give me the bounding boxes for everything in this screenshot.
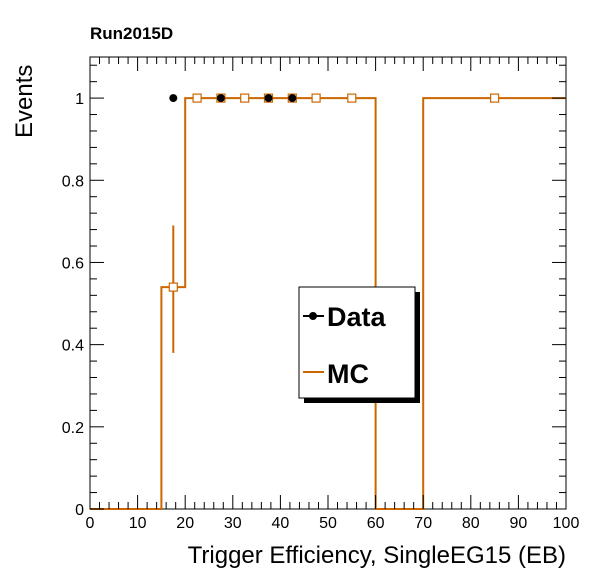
legend: Data MC: [298, 286, 420, 403]
legend-data-marker: [309, 312, 317, 320]
x-tick-label: 40: [272, 515, 290, 532]
x-tick-label: 100: [553, 515, 580, 532]
mc-marker: [347, 93, 357, 103]
chart-title: Run2015D: [90, 24, 173, 43]
y-tick-label: 0.4: [62, 338, 84, 355]
y-tick-label: 0: [75, 502, 84, 519]
x-tick-label: 0: [86, 515, 95, 532]
y-tick-label: 0.8: [62, 173, 84, 190]
mc-marker: [490, 93, 500, 103]
data-point: [288, 94, 297, 103]
x-tick-label: 50: [319, 515, 337, 532]
y-tick-label: 0.6: [62, 255, 84, 272]
x-tick-label: 80: [462, 515, 480, 532]
legend-data-label: Data: [327, 302, 387, 332]
x-tick-label: 90: [510, 515, 528, 532]
data-point: [169, 94, 178, 103]
mc-marker: [192, 93, 202, 103]
mc-marker: [168, 282, 178, 292]
x-axis-title: Trigger Efficiency, SingleEG15 (EB): [188, 542, 566, 569]
x-tick-label: 70: [414, 515, 432, 532]
y-tick-label: 0.2: [62, 420, 84, 437]
legend-mc-label: MC: [327, 359, 369, 389]
y-tick-label: 1: [75, 91, 84, 108]
data-point: [216, 94, 225, 103]
x-tick-label: 30: [224, 515, 242, 532]
mc-marker: [311, 93, 321, 103]
legend-box: [298, 286, 416, 399]
x-tick-label: 10: [129, 515, 147, 532]
mc-marker: [240, 93, 250, 103]
data-point: [264, 94, 273, 103]
y-axis-title: Events: [11, 65, 38, 138]
x-tick-label: 20: [176, 515, 194, 532]
x-tick-label: 60: [367, 515, 385, 532]
